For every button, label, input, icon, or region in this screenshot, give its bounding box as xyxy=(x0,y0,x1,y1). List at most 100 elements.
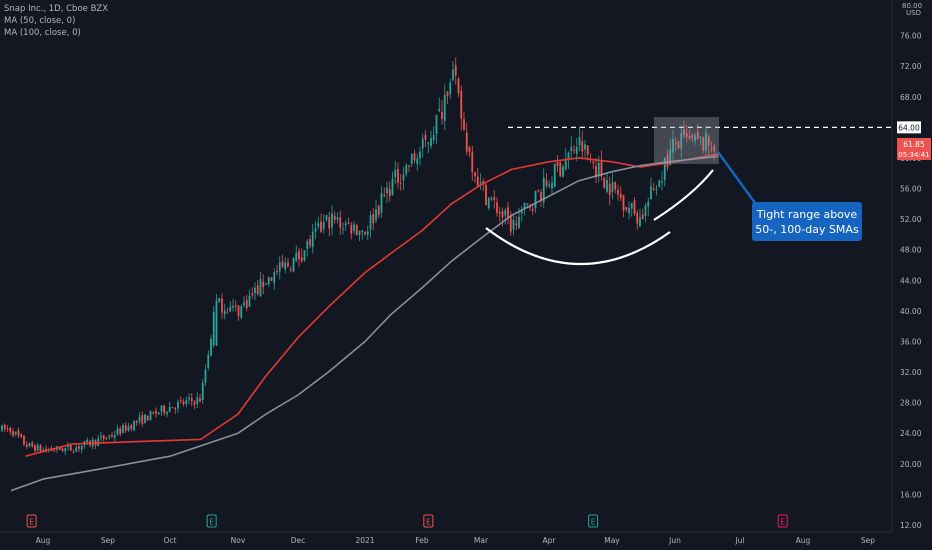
candle-body xyxy=(586,145,589,155)
legend-ma50: MA (50, close, 0) xyxy=(4,16,76,26)
candle-body xyxy=(556,162,559,166)
candle-body xyxy=(218,298,221,302)
candle-body xyxy=(573,149,575,151)
time-tick-label: Jul xyxy=(734,536,744,545)
price-tick-label: 20.00 xyxy=(900,460,922,469)
tight-range-box xyxy=(654,117,719,164)
candle-body xyxy=(474,172,476,177)
ma100-line xyxy=(10,155,719,492)
candle-body xyxy=(432,135,435,141)
candle-body xyxy=(523,202,526,209)
candle-body xyxy=(375,209,377,221)
earnings-marker xyxy=(206,514,217,528)
candle-body xyxy=(20,434,23,437)
candle-body xyxy=(45,448,47,451)
candle-body xyxy=(210,338,212,356)
candle-body xyxy=(542,177,545,203)
candle-body xyxy=(317,223,320,227)
candle-body xyxy=(504,210,507,216)
candle-body xyxy=(408,165,410,167)
candle-body xyxy=(650,186,652,200)
candle-body xyxy=(232,305,234,308)
countdown-text: 05:34:41 xyxy=(898,151,929,159)
candle-body xyxy=(163,405,166,413)
candle-body xyxy=(116,428,119,435)
handle-curve xyxy=(653,169,714,221)
candle-body xyxy=(457,78,460,93)
earnings-marker xyxy=(423,514,434,528)
candle-body xyxy=(86,439,89,443)
time-tick-label: Mar xyxy=(474,536,489,545)
candle-body xyxy=(127,426,130,431)
candle-body xyxy=(702,137,705,151)
candle-body xyxy=(243,302,245,306)
resistance-price-tag xyxy=(897,121,921,134)
price-tick-label: 68.00 xyxy=(900,93,922,102)
candle-body xyxy=(465,132,468,152)
candle-body xyxy=(636,212,639,224)
candle-body xyxy=(460,91,463,119)
candle-body xyxy=(652,188,655,190)
candle-body xyxy=(292,258,295,272)
candle-body xyxy=(413,153,416,161)
candle-body xyxy=(619,193,622,198)
candle-body xyxy=(644,205,647,217)
candle-body xyxy=(61,448,64,452)
candle-body xyxy=(570,146,573,152)
candle-body xyxy=(614,182,617,190)
candle-body xyxy=(476,176,479,187)
candle-body xyxy=(677,141,680,149)
candle-body xyxy=(592,161,595,163)
candle-body xyxy=(625,207,628,210)
candle-body xyxy=(471,151,474,172)
candle-body xyxy=(58,447,61,450)
candle-body xyxy=(270,277,273,281)
candle-body xyxy=(353,224,355,231)
price-tick-label: 44.00 xyxy=(900,276,922,285)
candle-body xyxy=(306,241,309,249)
candle-body xyxy=(69,444,72,451)
time-tick-label: Nov xyxy=(231,536,246,545)
price-tick-label: 24.00 xyxy=(900,429,922,438)
candle-body xyxy=(441,111,443,119)
candle-body xyxy=(526,203,529,205)
candle-body xyxy=(215,300,218,346)
candle-body xyxy=(584,144,586,150)
candle-body xyxy=(221,298,223,313)
candle-body xyxy=(435,114,438,134)
candle-body xyxy=(53,450,56,452)
candle-body xyxy=(199,398,201,402)
candle-body xyxy=(72,451,75,453)
earnings-marker-label: E xyxy=(209,518,214,527)
candle-body xyxy=(515,223,518,226)
candle-body xyxy=(487,197,490,209)
candle-body xyxy=(322,221,325,230)
earnings-marker-label: E xyxy=(29,518,34,527)
candle-body xyxy=(537,190,540,192)
candle-body xyxy=(617,189,619,195)
candle-body xyxy=(575,146,578,154)
candle-body xyxy=(705,132,707,151)
earnings-marker-label: E xyxy=(426,518,431,527)
candle-body xyxy=(531,208,534,211)
candle-body xyxy=(479,182,482,184)
price-tick-label: 36.00 xyxy=(900,337,922,346)
candle-body xyxy=(119,428,122,434)
candle-body xyxy=(545,180,548,186)
candle-body xyxy=(424,134,427,140)
candle-body xyxy=(454,65,457,76)
candle-body xyxy=(25,444,28,447)
candle-body xyxy=(468,147,471,152)
candle-body xyxy=(666,155,669,168)
candle-body xyxy=(578,137,581,146)
candle-body xyxy=(364,232,366,235)
candle-body xyxy=(254,287,256,294)
candle-body xyxy=(105,437,108,439)
candle-body xyxy=(331,213,333,228)
candle-body xyxy=(672,138,674,153)
candle-body xyxy=(108,435,111,438)
candles-group xyxy=(1,57,716,456)
candle-body xyxy=(185,400,188,404)
